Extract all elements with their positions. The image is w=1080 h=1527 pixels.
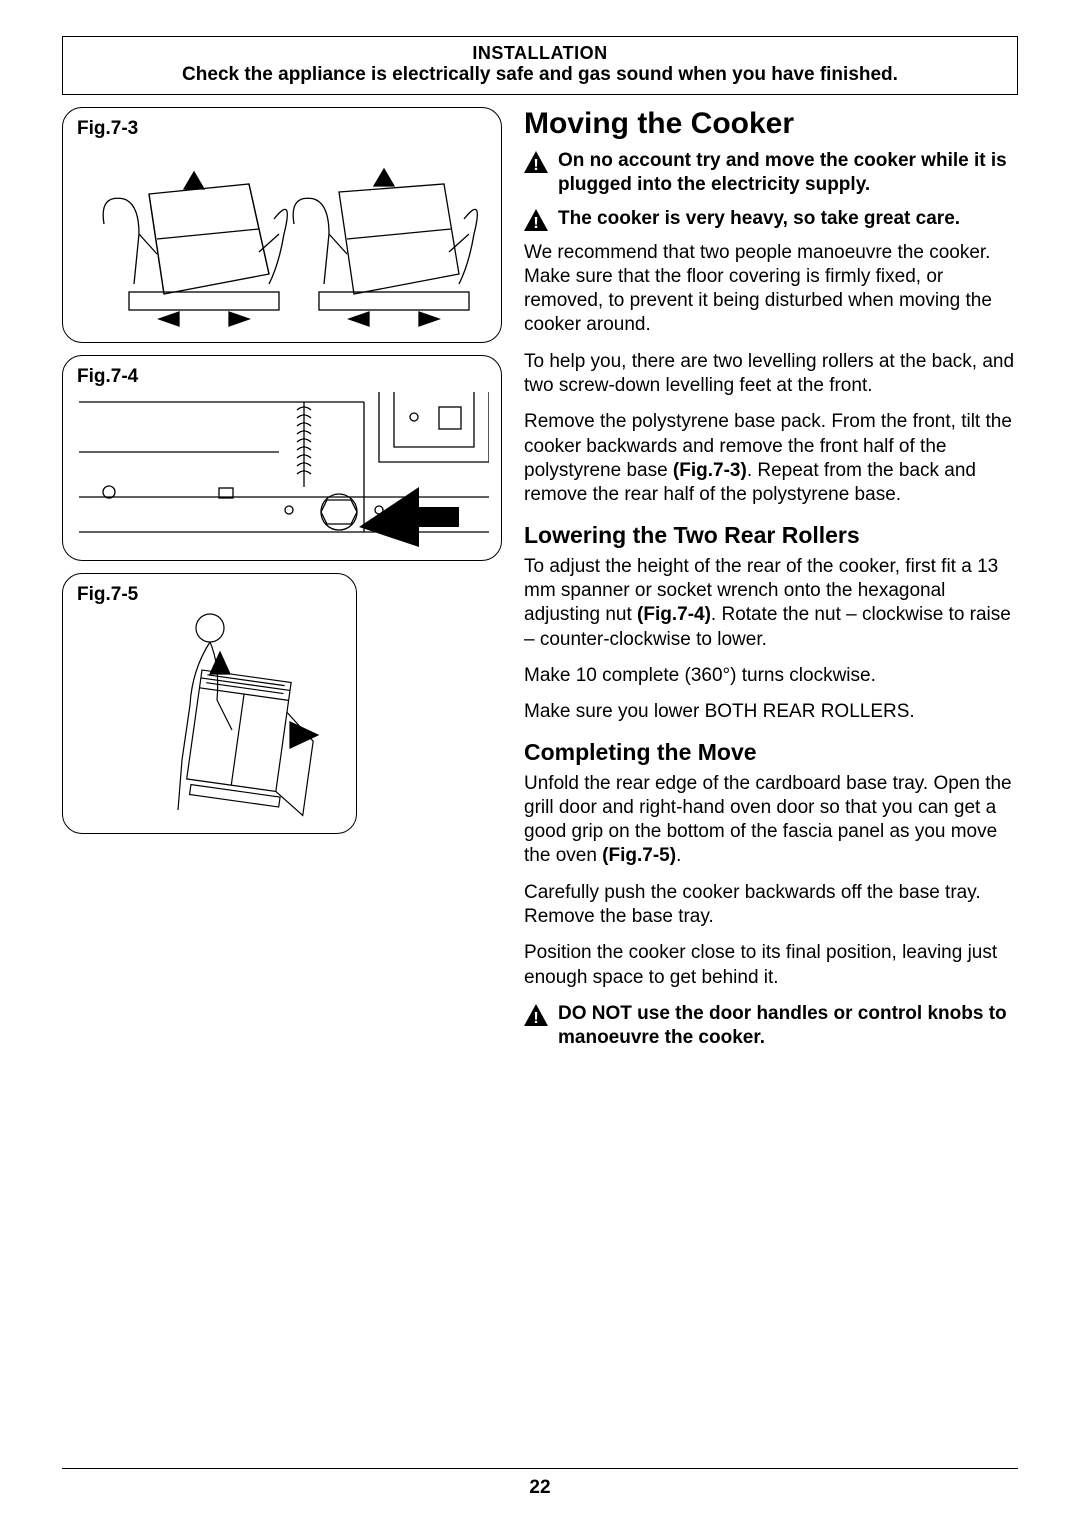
footer-rule: [62, 1468, 1018, 1469]
header-title: INSTALLATION: [73, 43, 1007, 64]
figure-7-4: Fig.7-4: [62, 355, 502, 561]
paragraph: Make sure you lower BOTH REAR ROLLERS.: [524, 700, 1018, 724]
warning-icon: !: [524, 1004, 548, 1026]
figure-7-3: Fig.7-3: [62, 107, 502, 343]
figure-ref: (Fig.7-5): [602, 845, 676, 866]
figure-label: Fig.7-4: [77, 366, 491, 388]
svg-text:!: !: [533, 1010, 538, 1026]
warning-icon: !: [524, 151, 548, 173]
warning-text: DO NOT use the door handles or control k…: [558, 1002, 1018, 1050]
page-number: 22: [0, 1477, 1080, 1499]
figure-7-4-illustration: [79, 392, 489, 552]
text: Unfold the rear edge of the cardboard ba…: [524, 773, 1012, 867]
subsection-heading: Completing the Move: [524, 739, 1018, 766]
figure-ref: (Fig.7-4): [637, 604, 711, 625]
section-heading: Moving the Cooker: [524, 107, 1018, 141]
text-column: Moving the Cooker ! On no account try an…: [524, 107, 1018, 1060]
two-column-layout: Fig.7-3: [62, 107, 1018, 1060]
svg-text:!: !: [533, 215, 538, 231]
warning-icon: !: [524, 209, 548, 231]
paragraph: Unfold the rear edge of the cardboard ba…: [524, 772, 1018, 869]
figure-7-3-illustration: [79, 144, 489, 334]
warning-2: ! The cooker is very heavy, so take grea…: [524, 207, 1018, 231]
figure-label: Fig.7-5: [77, 584, 346, 606]
figure-ref: (Fig.7-3): [673, 460, 747, 481]
paragraph: We recommend that two people manoeuvre t…: [524, 241, 1018, 338]
figure-label: Fig.7-3: [77, 118, 491, 140]
paragraph: Carefully push the cooker backwards off …: [524, 881, 1018, 930]
figure-7-5-illustration: [82, 610, 342, 825]
paragraph: Position the cooker close to its final p…: [524, 941, 1018, 990]
paragraph: Make 10 complete (360°) turns clockwise.: [524, 664, 1018, 688]
installation-header: INSTALLATION Check the appliance is elec…: [62, 36, 1018, 95]
paragraph: To adjust the height of the rear of the …: [524, 555, 1018, 652]
warning-3: ! DO NOT use the door handles or control…: [524, 1002, 1018, 1050]
text: .: [676, 845, 681, 866]
warning-text: On no account try and move the cooker wh…: [558, 149, 1018, 197]
header-subtitle: Check the appliance is electrically safe…: [73, 64, 1007, 86]
subsection-heading: Lowering the Two Rear Rollers: [524, 522, 1018, 549]
paragraph: To help you, there are two levelling rol…: [524, 350, 1018, 399]
warning-1: ! On no account try and move the cooker …: [524, 149, 1018, 197]
paragraph: Remove the polystyrene base pack. From t…: [524, 410, 1018, 507]
figures-column: Fig.7-3: [62, 107, 502, 1060]
svg-text:!: !: [533, 157, 538, 173]
figure-7-5: Fig.7-5: [62, 573, 357, 834]
warning-text: The cooker is very heavy, so take great …: [558, 207, 960, 231]
